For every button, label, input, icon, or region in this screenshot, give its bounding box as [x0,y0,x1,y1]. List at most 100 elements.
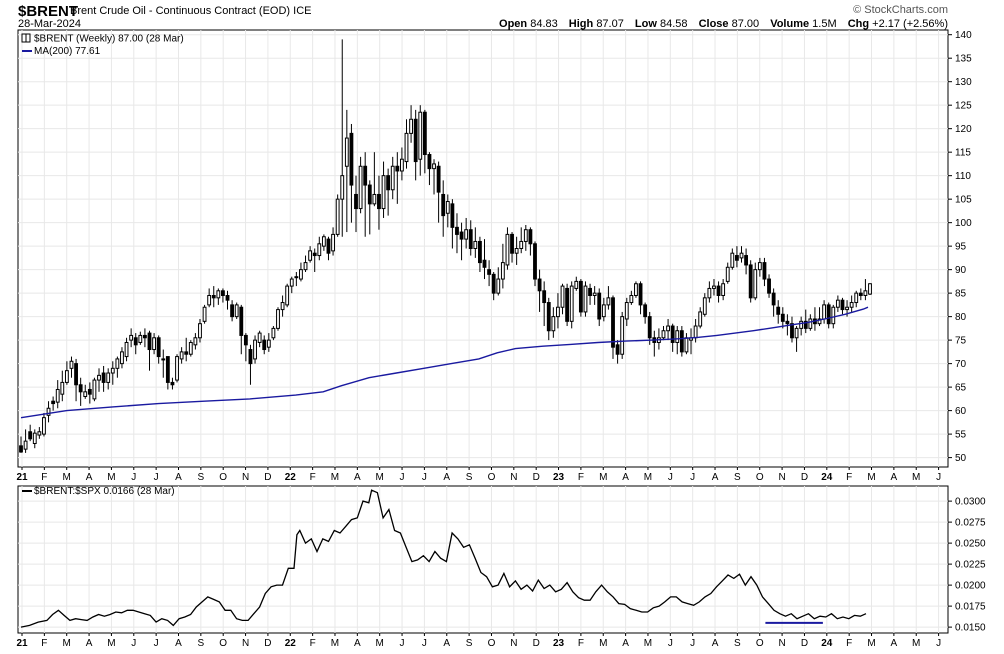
candle-down [734,255,739,261]
candle-down [533,243,537,280]
symbol-label: $BRENT [18,3,79,20]
candle-up [344,137,349,167]
candle-up [308,250,313,261]
price-ytick-label: 140 [955,30,972,41]
ratio-xtick-label: A [86,638,93,649]
candle-up [129,334,134,341]
candle-up [381,175,386,210]
candle-down [354,193,358,210]
candle-up [808,318,813,329]
candle-up [464,229,469,240]
candle-up [266,339,271,348]
price-xtick-label: 22 [285,472,297,483]
candle-down [790,323,794,339]
ratio-xtick-label: 23 [553,638,565,649]
candle-down [638,283,643,306]
candle-up [138,334,143,343]
ratio-xtick-label: J [668,638,673,649]
candle-up [294,276,299,279]
candle-down [588,287,592,296]
ratio-ytick-label: 0.0250 [955,539,986,550]
ratio-xtick-label: M [599,638,607,649]
candle-down [776,306,781,315]
candle-up [175,356,179,381]
ratio-xtick-label: A [622,638,629,649]
ratio-ytick-label: 0.0225 [955,560,986,571]
candle-up [629,294,634,304]
ratio-xtick-label: N [242,638,249,649]
candle-up [299,269,303,280]
candle-up [418,111,423,160]
ratio-xtick-label: F [846,638,852,649]
instrument-name: Brent Crude Oil - Continuous Contract (E… [70,5,312,17]
ratio-xtick-label: M [376,638,384,649]
candle-up [620,316,625,355]
ma200-legend-label: MA(200) 77.61 [34,46,101,57]
candle-up [863,290,868,296]
open-label: Open [499,18,528,30]
candle-up [445,201,450,214]
candle-down [643,304,648,318]
candle-up [519,240,524,250]
price-xtick-label: N [510,472,517,483]
candle-up [702,297,707,315]
candle-up [409,118,413,134]
price-ytick-label: 70 [955,359,967,370]
price-xtick-label: J [131,472,136,483]
ratio-xtick-label: A [443,638,450,649]
price-panel-frame [17,29,949,468]
candle-up [404,132,409,163]
candle-down [367,184,372,205]
ratio-xtick-label: J [690,638,695,649]
candle-up [97,374,101,381]
candle-up [868,283,872,295]
candle-up [234,304,239,318]
candle-down [840,299,845,311]
candle-down [51,400,56,405]
price-xtick-label: O [488,472,496,483]
candle-down [28,431,33,440]
candle-up [115,358,120,369]
candle-down [221,290,225,296]
price-ytick-label: 60 [955,406,967,417]
candle-up [276,309,280,329]
candle-down [482,259,487,268]
ratio-xtick-label: 21 [16,638,28,649]
ratio-xtick-label: M [644,638,652,649]
price-xtick-label: M [644,472,652,483]
price-xtick-label: J [422,472,427,483]
ratio-xtick-label: M [107,638,115,649]
candle-down [78,384,83,393]
candle-up [666,325,670,332]
candle-down [491,273,496,294]
ratio-xtick-label: A [354,638,361,649]
candle-up [331,233,335,252]
candle-down [101,372,106,383]
candle-down [147,332,152,351]
price-ytick-label: 110 [955,171,971,182]
candle-up [106,372,111,383]
ratio-xtick-label: J [400,638,405,649]
price-xtick-label: F [846,472,852,483]
price-xtick-label: J [936,472,941,483]
candle-up [193,337,198,346]
price-ytick-label: 130 [955,77,972,88]
price-ytick-label: 80 [955,312,967,323]
high-label: High [568,18,594,30]
ratio-xtick-label: 22 [285,638,297,649]
candle-up [560,285,565,308]
price-ytick-label: 105 [955,195,972,206]
change-label: Chg [847,18,870,30]
candle-up [725,266,730,282]
candle-up [120,351,124,365]
ratio-xtick-label: D [264,638,271,649]
candle-down [537,278,542,292]
candle-down [767,278,771,294]
candle-up [698,311,703,327]
candle-up [757,262,762,271]
candle-down [262,339,267,351]
candle-up [317,243,322,257]
ratio-xtick-label: J [154,638,159,649]
candle-up [60,381,65,395]
candle-up [303,262,308,271]
